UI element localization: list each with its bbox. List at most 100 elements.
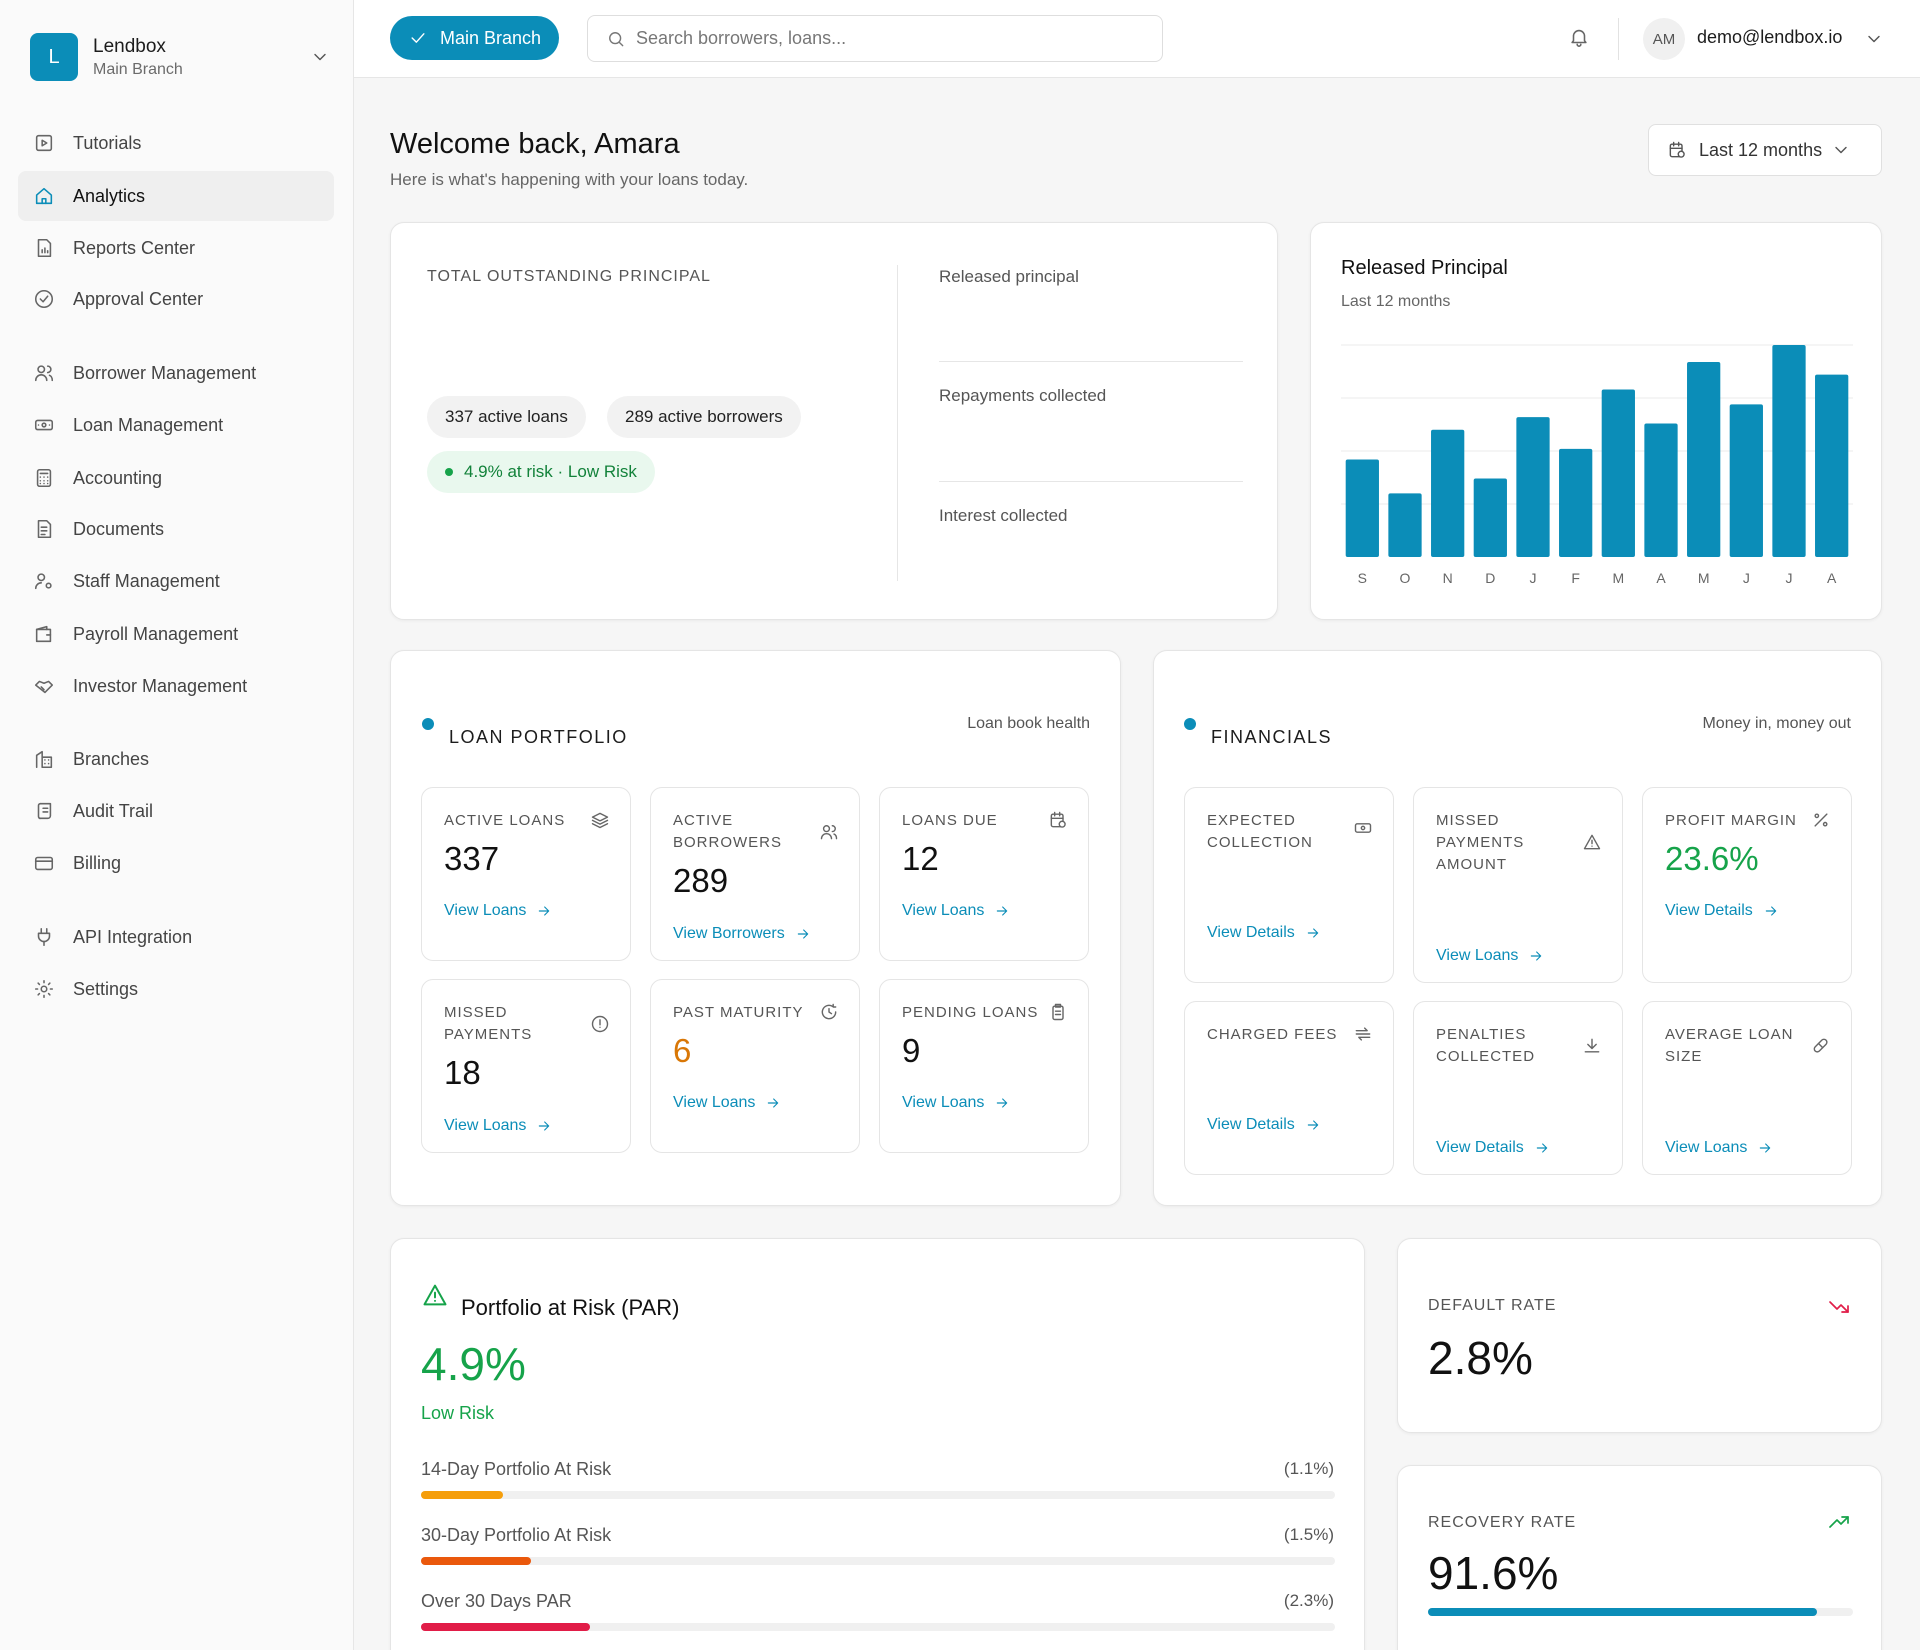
section-dot: [1184, 718, 1196, 730]
sidebar-item-borrower-management[interactable]: Borrower Management: [18, 348, 334, 398]
x-tick-label: S: [1358, 570, 1367, 586]
arrow-right-icon: [1747, 1140, 1773, 1156]
view-details-link[interactable]: View Details: [1665, 902, 1779, 920]
x-tick-label: F: [1571, 570, 1580, 586]
view-loans-link[interactable]: View Loans: [1436, 947, 1544, 965]
chevron-down-icon[interactable]: [1864, 29, 1884, 49]
bar[interactable]: [1516, 417, 1550, 557]
arrow-right-icon: [1295, 925, 1321, 941]
sidebar-item-reports-center[interactable]: Reports Center: [18, 223, 334, 273]
bar[interactable]: [1729, 404, 1763, 557]
sidebar-item-staff-management[interactable]: Staff Management: [18, 556, 334, 606]
outstanding-card: TOTAL OUTSTANDING PRINCIPAL 337 active l…: [390, 222, 1278, 620]
link-label: View Loans: [1436, 947, 1519, 964]
financials-card: FINANCIALS Money in, money out EXPECTED …: [1153, 650, 1882, 1206]
par-progress-fill: [421, 1557, 531, 1565]
bar[interactable]: [1345, 459, 1379, 557]
par-progress-track: [421, 1623, 1335, 1631]
divider: [939, 481, 1243, 482]
view-loans-link[interactable]: View Loans: [902, 902, 1010, 920]
view-loans-link[interactable]: View Loans: [1665, 1139, 1773, 1157]
sidebar-item-audit-trail[interactable]: Audit Trail: [18, 786, 334, 836]
sidebar-item-billing[interactable]: Billing: [18, 838, 334, 888]
bar[interactable]: [1431, 429, 1465, 557]
arrow-right-icon: [526, 1118, 552, 1134]
bar[interactable]: [1601, 389, 1635, 557]
released-principal-chart-card: Released Principal Last 12 months S O N D J F…: [1310, 222, 1882, 620]
link-label: View Loans: [673, 1094, 756, 1111]
sidebar-item-analytics[interactable]: Analytics: [18, 171, 334, 221]
par-progress-track: [421, 1557, 1335, 1565]
sidebar-item-branches[interactable]: Branches: [18, 734, 334, 784]
par-row-label: 30-Day Portfolio At Risk: [421, 1525, 612, 1545]
bar[interactable]: [1473, 478, 1507, 557]
par-row-label: Over 30 Days PAR: [421, 1591, 572, 1611]
tile-label: PENDING LOANS: [902, 1004, 1039, 1021]
tile-value: 289: [673, 862, 729, 899]
bar[interactable]: [1644, 423, 1678, 557]
bar[interactable]: [1772, 345, 1806, 557]
sidebar-item-label: Reports Center: [73, 237, 196, 258]
par-progress-fill: [421, 1623, 591, 1631]
search-box[interactable]: [587, 15, 1163, 62]
sidebar-item-investor-management[interactable]: Investor Management: [18, 661, 334, 711]
link-label: View Loans: [902, 1094, 985, 1111]
par-card: Portfolio at Risk (PAR) 4.9% Low Risk 14…: [390, 1238, 1365, 1650]
risk-pill-label: 4.9% at risk · Low Risk: [464, 462, 637, 481]
tile-value: 12: [902, 840, 939, 877]
sidebar-item-tutorials[interactable]: Tutorials: [18, 118, 334, 168]
branch-button-label: Main Branch: [440, 27, 542, 48]
tile-penalties-collected: PENALTIES COLLECTED View Details: [1413, 1001, 1623, 1175]
tile-missed-payments: MISSED PAYMENTS 18 View Loans: [421, 979, 631, 1153]
sidebar-item-label: Loan Management: [73, 414, 224, 435]
avatar[interactable]: AM: [1643, 18, 1685, 60]
par-risk-label: Low Risk: [421, 1403, 495, 1423]
sidebar-item-settings[interactable]: Settings: [18, 964, 334, 1014]
sidebar-item-payroll-management[interactable]: Payroll Management: [18, 609, 334, 659]
view-loans-link[interactable]: View Loans: [444, 1117, 552, 1135]
sidebar-item-documents[interactable]: Documents: [18, 504, 334, 554]
bell-icon[interactable]: [1568, 26, 1590, 48]
active-borrowers-pill: 289 active borrowers: [607, 396, 801, 438]
period-select[interactable]: Last 12 months: [1648, 124, 1882, 176]
view-loans-link[interactable]: View Loans: [902, 1094, 1010, 1112]
view-details-link[interactable]: View Details: [1207, 924, 1321, 942]
view-loans-link[interactable]: View Loans: [444, 902, 552, 920]
sidebar-item-approval-center[interactable]: Approval Center: [18, 274, 334, 324]
sidebar-item-accounting[interactable]: Accounting: [18, 453, 334, 503]
gear-icon: [33, 978, 73, 1000]
bar[interactable]: [1687, 361, 1721, 557]
tile-active-loans: ACTIVE LOANS 337 View Loans: [421, 787, 631, 961]
arrow-right-icon: [526, 903, 552, 919]
sidebar-item-label: Investor Management: [73, 675, 248, 696]
bar[interactable]: [1815, 374, 1849, 557]
section-note: Loan book health: [967, 715, 1090, 732]
branch-button[interactable]: Main Branch: [390, 16, 560, 60]
arrow-right-icon: [984, 903, 1010, 919]
link-label: View Details: [1436, 1139, 1524, 1156]
chevron-down-icon: [310, 47, 330, 67]
download-icon: [1582, 1036, 1602, 1056]
view-loans-link[interactable]: View Loans: [673, 1094, 781, 1112]
view-borrowers-link[interactable]: View Borrowers: [673, 925, 811, 943]
tile-label: ACTIVE LOANS: [444, 812, 566, 829]
bar[interactable]: [1388, 493, 1422, 557]
view-details-link[interactable]: View Details: [1207, 1116, 1321, 1134]
sidebar-item-loan-management[interactable]: Loan Management: [18, 400, 334, 450]
user-email[interactable]: demo@lendbox.io: [1697, 27, 1843, 47]
tile-label: PAST MATURITY: [673, 1004, 804, 1021]
default-rate-card: DEFAULT RATE 2.8%: [1397, 1238, 1882, 1433]
trending-down-icon: [1827, 1295, 1851, 1319]
search-input[interactable]: [636, 28, 1136, 49]
tile-label: MISSED PAYMENTS AMOUNT: [1436, 812, 1525, 873]
bar[interactable]: [1559, 448, 1593, 557]
repayments-label: Repayments collected: [939, 386, 1107, 405]
tile-missed-payments-amount: MISSED PAYMENTS AMOUNT View Loans: [1413, 787, 1623, 983]
sidebar-item-api-integration[interactable]: API Integration: [18, 912, 334, 962]
tile-expected-collection: EXPECTED COLLECTION View Details: [1184, 787, 1394, 983]
tile-label: ACTIVE BORROWERS: [673, 812, 783, 851]
sidebar-item-label: Analytics: [73, 185, 146, 206]
org-switcher[interactable]: L Lendbox Main Branch: [30, 32, 330, 82]
link-label: View Loans: [444, 1117, 527, 1134]
view-details-link[interactable]: View Details: [1436, 1139, 1550, 1157]
